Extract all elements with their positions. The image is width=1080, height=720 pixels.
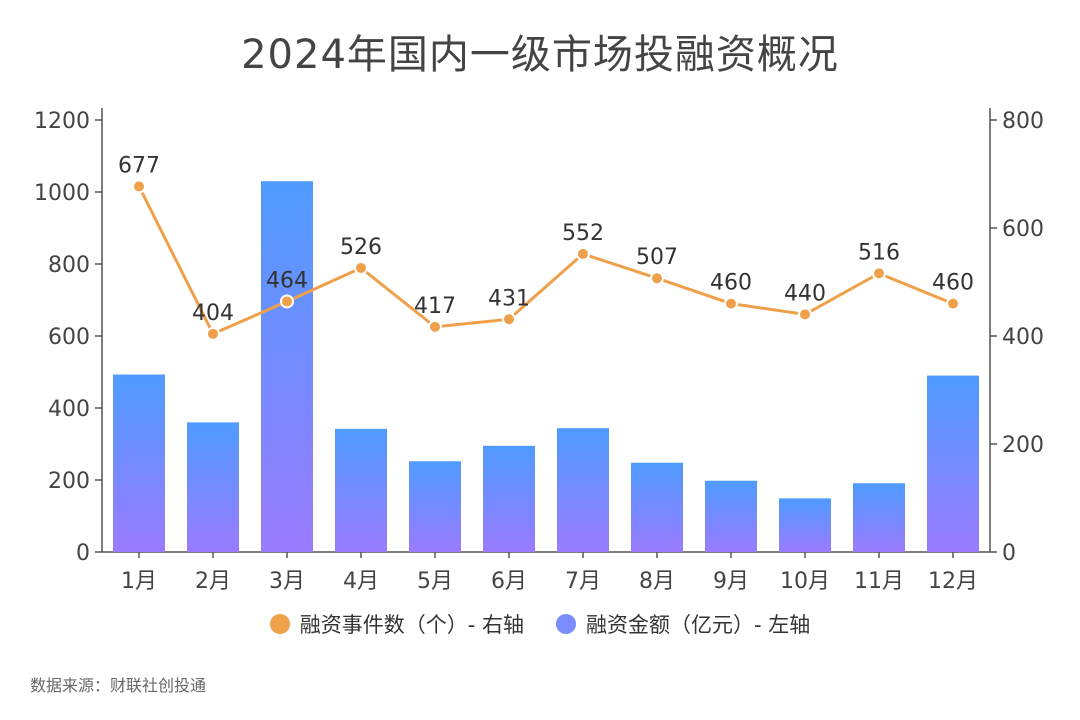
legend-dot-amount: [556, 614, 576, 634]
bar-amount: [631, 462, 683, 552]
right-tick-label: 0: [1002, 541, 1016, 566]
events-point: [650, 271, 664, 286]
chart-title: 2024年国内一级市场投融资概况: [241, 32, 839, 78]
x-tick-label: 3月: [269, 569, 305, 594]
events-data-label: 677: [118, 153, 160, 178]
x-tick-label: 10月: [780, 569, 830, 594]
events-point: [132, 179, 146, 194]
events-data-label: 552: [562, 221, 604, 246]
events-data-label: 460: [932, 271, 974, 296]
events-point: [502, 312, 516, 327]
bar-amount: [853, 483, 905, 552]
legend-label-amount: 融资金额（亿元）- 左轴: [586, 613, 811, 637]
events-data-label: 417: [414, 294, 456, 319]
legend-item-amount[interactable]: 融资金额（亿元）- 左轴: [556, 609, 810, 639]
events-point: [576, 246, 590, 261]
left-tick-label: 0: [76, 541, 90, 566]
bar-amount: [261, 181, 313, 552]
events-point: [354, 260, 368, 275]
events-point: [724, 296, 738, 311]
x-tick-label: 1月: [121, 569, 157, 594]
events-data-label: 431: [488, 286, 530, 311]
events-data-label: 516: [858, 240, 900, 265]
left-tick-label: 600: [48, 325, 90, 350]
events-point: [798, 307, 812, 322]
x-tick-label: 8月: [639, 569, 675, 594]
x-tick-label: 2月: [195, 569, 231, 594]
data-source-note: 数据来源：财联社创投通: [30, 676, 207, 695]
events-point: [280, 294, 294, 309]
right-tick-label: 400: [1002, 325, 1044, 350]
left-tick-label: 1000: [34, 181, 90, 206]
left-tick-label: 1200: [34, 109, 90, 134]
left-tick-label: 800: [48, 253, 90, 278]
legend-item-events[interactable]: 融资事件数（个）- 右轴: [269, 609, 524, 639]
bar-amount: [483, 445, 535, 552]
events-data-label: 404: [192, 301, 234, 326]
bar-amount: [927, 375, 979, 552]
chart-legend: 融资事件数（个）- 右轴 融资金额（亿元）- 左轴: [0, 609, 1080, 639]
bar-amount: [705, 480, 757, 552]
events-line: [137, 185, 954, 336]
events-data-label: 526: [340, 235, 382, 260]
bar-amount: [113, 374, 165, 552]
right-tick-label: 200: [1002, 433, 1044, 458]
left-tick-label: 200: [48, 469, 90, 494]
x-tick-label: 11月: [854, 569, 904, 594]
x-tick-label: 4月: [343, 569, 379, 594]
x-tick-label: 5月: [417, 569, 453, 594]
x-tick-label: 12月: [928, 569, 978, 594]
left-tick-label: 400: [48, 397, 90, 422]
bar-amount: [187, 422, 239, 552]
x-tick-label: 6月: [491, 569, 527, 594]
bar-amount: [335, 428, 387, 552]
events-point: [428, 319, 442, 334]
events-data-label: 507: [636, 245, 678, 270]
events-data-label: 460: [710, 271, 752, 296]
right-tick-label: 800: [1002, 109, 1044, 134]
legend-dot-events: [269, 614, 290, 634]
bar-amount: [779, 498, 831, 552]
events-point: [872, 266, 886, 281]
bar-amount: [409, 461, 461, 552]
events-data-label: 440: [784, 281, 826, 306]
bar-amount: [557, 428, 609, 552]
right-tick-label: 600: [1002, 217, 1044, 242]
x-tick-label: 7月: [565, 569, 601, 594]
events-point: [206, 326, 220, 341]
events-point: [946, 296, 960, 311]
legend-label-events: 融资事件数（个）- 右轴: [299, 613, 524, 637]
x-tick-label: 9月: [713, 569, 749, 594]
events-data-label: 464: [266, 268, 308, 293]
